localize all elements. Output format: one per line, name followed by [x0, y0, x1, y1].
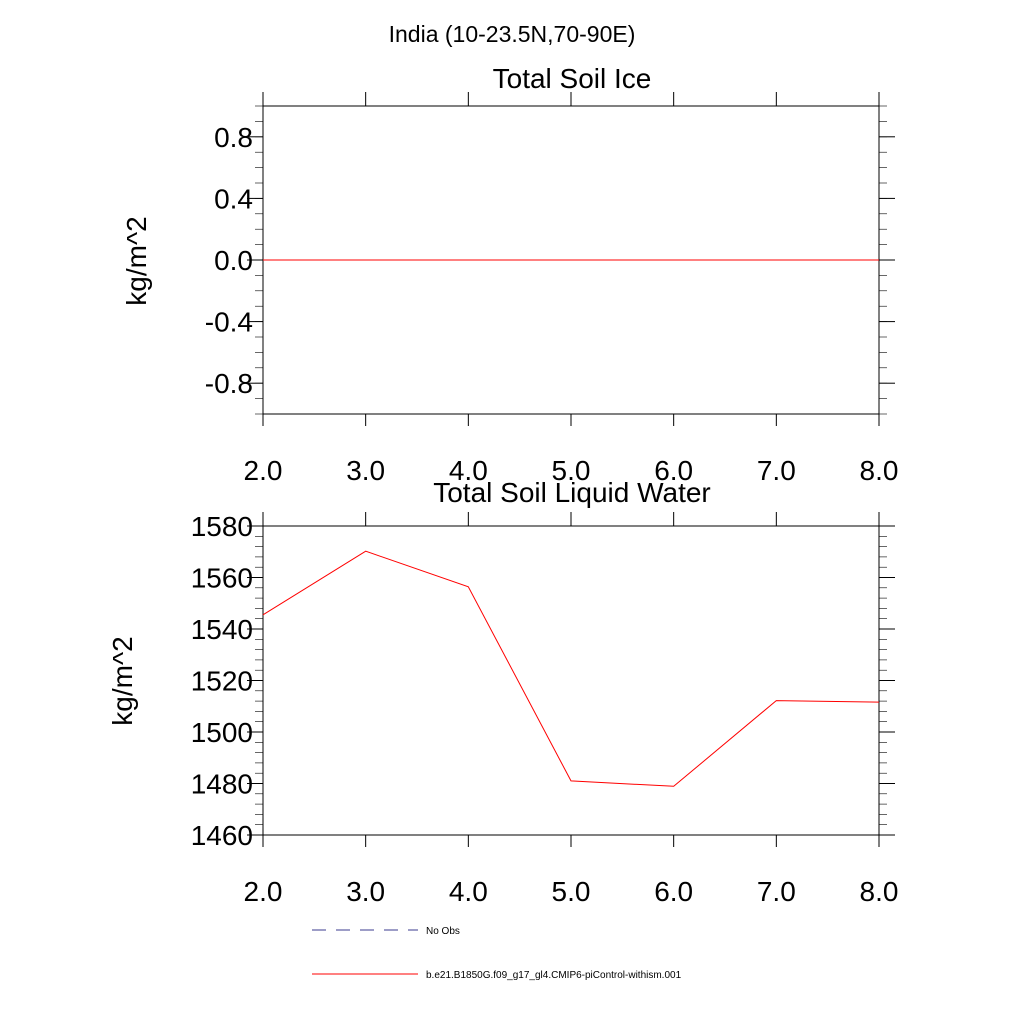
x-tick-label: 8.0: [860, 876, 899, 907]
x-tick-label: 7.0: [757, 876, 796, 907]
y-axis-label: kg/m^2: [107, 636, 138, 725]
y-tick-label: -0.8: [205, 368, 253, 399]
y-tick-label: 1540: [191, 614, 253, 645]
y-axis-label: kg/m^2: [121, 216, 152, 305]
legend-label-no-obs: No Obs: [426, 926, 460, 937]
y-tick-label: 1520: [191, 666, 253, 697]
x-tick-label: 5.0: [552, 455, 591, 486]
legend: No Obs b.e21.B1850G.f09_g17_gl4.CMIP6-pi…: [312, 926, 682, 981]
y-tick-label: 0.0: [214, 245, 253, 276]
y-tick-label: 1560: [191, 563, 253, 594]
figure-title: India (10-23.5N,70-90E): [389, 21, 636, 47]
y-tick-label: 1480: [191, 769, 253, 800]
axis-ticks: 2.0 3.0 4.0 5.0 6.0 7.0 8.0 -0.8 -0.4 0.0 0.4 0.8: [205, 92, 899, 486]
panel-title: Total Soil Liquid Water: [433, 477, 711, 508]
x-tick-label: 8.0: [860, 455, 899, 486]
y-tick-label: 1460: [191, 820, 253, 851]
panel-total-soil-liquid-water: Total Soil Liquid Water kg/m^2 2.0 3.0 4.0…: [107, 477, 898, 907]
x-tick-label: 2.0: [244, 876, 283, 907]
axis-ticks: 2.0 3.0 4.0 5.0 6.0 7.0 8.0 1460 1480 1500 1520 154…: [191, 511, 899, 907]
y-tick-label: 1500: [191, 717, 253, 748]
x-tick-label: 7.0: [757, 455, 796, 486]
series-lines: [262, 550, 880, 787]
x-tick-label: 4.0: [449, 876, 488, 907]
x-tick-label: 3.0: [346, 876, 385, 907]
x-tick-label: 6.0: [654, 876, 693, 907]
x-tick-label: 6.0: [654, 455, 693, 486]
series-line: [262, 550, 880, 787]
y-tick-label: 0.4: [214, 183, 253, 214]
x-tick-label: 4.0: [449, 455, 488, 486]
x-tick-label: 3.0: [346, 455, 385, 486]
legend-label-model: b.e21.B1850G.f09_g17_gl4.CMIP6-piControl…: [426, 970, 682, 981]
y-tick-label: 1580: [191, 511, 253, 542]
panel-title: Total Soil Ice: [493, 63, 652, 94]
panel-total-soil-ice: Total Soil Ice kg/m^2 2.0 3.0 4.0 5.0 6.0 7.0…: [121, 63, 898, 486]
plot-frame: [262, 525, 880, 836]
x-tick-label: 2.0: [244, 455, 283, 486]
x-tick-label: 5.0: [552, 876, 591, 907]
y-tick-label: 0.8: [214, 122, 253, 153]
y-tick-label: -0.4: [205, 307, 253, 338]
